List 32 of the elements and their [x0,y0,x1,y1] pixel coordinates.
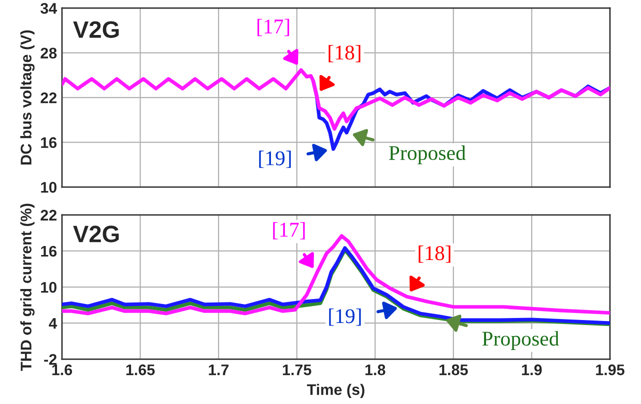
annotation: [17] [257,18,290,36]
y-axis-title: DC bus voltage (V) [20,30,35,164]
x-tick-label: 1.85 [440,364,468,376]
x-tick-label: 1.8 [365,364,386,376]
y-tick-label: 22 [40,92,57,104]
x-tick-label: 1.75 [282,364,312,376]
y-tick-label: 28 [40,48,57,59]
y-tick-label: 10 [41,182,56,193]
y-tick-label: 4 [48,318,58,329]
annotation: [19] [329,308,361,326]
annotation: Proposed [482,331,560,350]
annotation: [18] [328,44,360,62]
x-tick-label: 1.9 [522,364,542,376]
x-tick-label: 1.6 [52,364,72,376]
y-axis-title: THD of grid current (%) [20,204,35,371]
y-tick-label: -2 [44,354,57,365]
x-tick-label: 1.65 [126,364,155,376]
annotation: V2G [73,21,119,38]
y-tick-label: 16 [41,246,57,257]
x-axis-title: Time (s) [307,384,364,398]
annotation: V2G [73,226,119,242]
y-tick-label: 10 [41,282,56,293]
x-tick-label: 1.95 [596,364,624,376]
annotation: Proposed [389,145,466,164]
annotation: [19] [259,150,291,168]
y-tick-label: 34 [40,2,58,14]
x-tick-label: 1.7 [208,364,228,376]
annotation: [17] [273,222,305,240]
y-tick-label: 16 [41,137,57,148]
annotation: [18] [418,246,450,263]
line-series [62,68,610,131]
y-tick-label: 22 [40,210,57,220]
